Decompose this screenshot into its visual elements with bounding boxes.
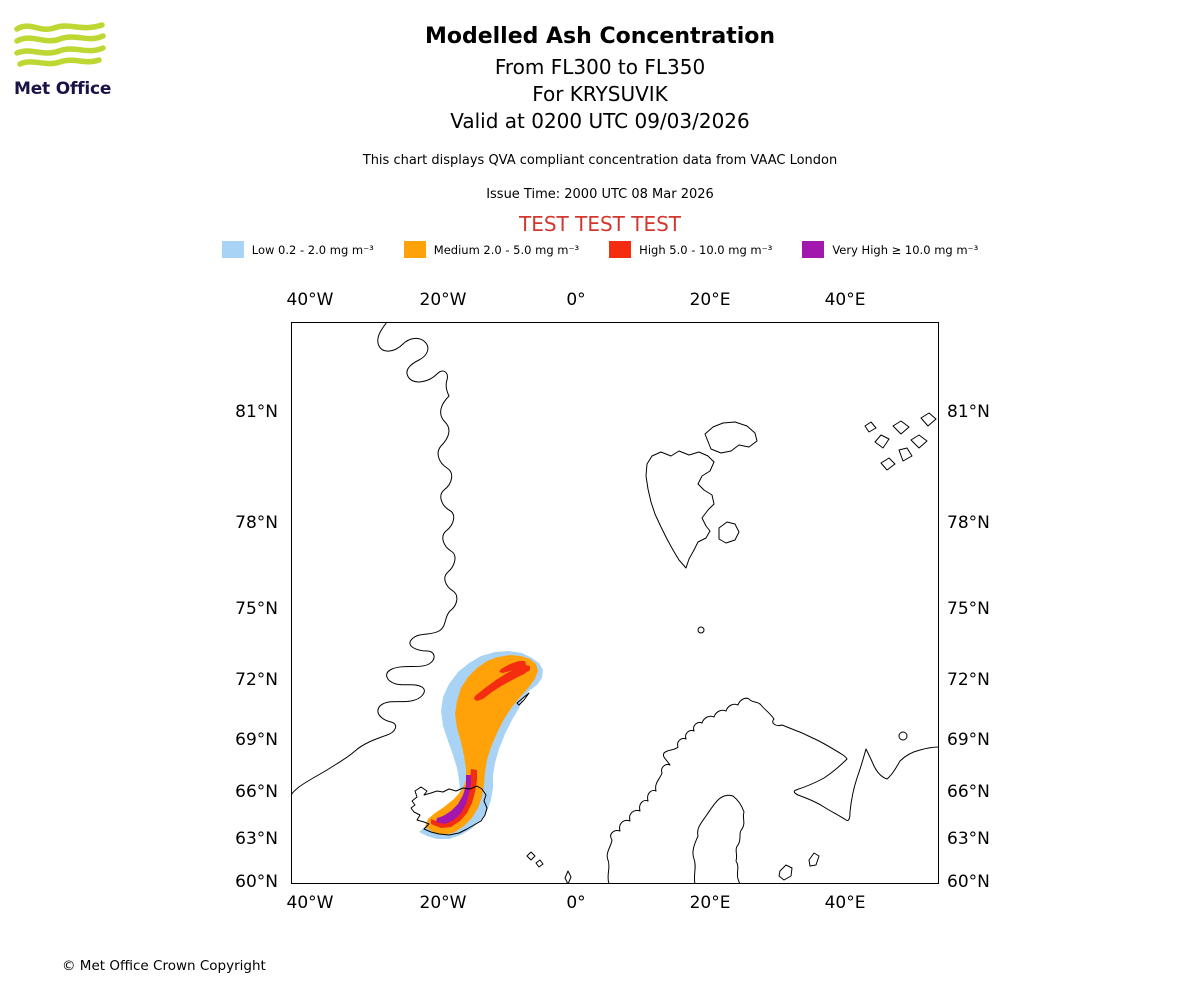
legend-item-low: Low 0.2 - 2.0 mg m⁻³ — [221, 241, 374, 258]
legend-item-medium: Medium 2.0 - 5.0 mg m⁻³ — [403, 241, 580, 258]
plume-very-high-streak — [436, 775, 471, 824]
lat-label-left-75n: 75°N — [235, 599, 278, 619]
coastline-svalbard-edgeoya — [718, 521, 740, 544]
coastline-greenland — [291, 322, 458, 797]
coastline-svalbard-spitsbergen — [645, 450, 715, 569]
lon-label-top-40e: 40°E — [824, 290, 866, 310]
coastline-bear-island — [697, 626, 705, 634]
footer-copyright: © Met Office Crown Copyright — [62, 958, 266, 974]
lat-label-right-78n: 78°N — [947, 513, 990, 533]
test-banner: TEST TEST TEST — [518, 212, 681, 236]
legend-label-very-high: Very High ≥ 10.0 mg m⁻³ — [832, 242, 979, 257]
coastline-kolguev-island — [898, 731, 908, 741]
lon-label-bottom-40w: 40°W — [286, 893, 334, 913]
logo-wordmark: Met Office — [14, 79, 112, 99]
lat-label-right-69n: 69°N — [947, 730, 990, 750]
lon-label-top-0: 0° — [566, 290, 586, 310]
lon-label-bottom-40e: 40°E — [824, 893, 866, 913]
lon-label-bottom-0: 0° — [566, 893, 586, 913]
issue-time: Issue Time: 2000 UTC 08 Mar 2026 — [486, 187, 714, 202]
lat-label-left-78n: 78°N — [235, 513, 278, 533]
map-canvas — [291, 322, 939, 884]
coastline-svalbard-nordaustlandet — [704, 421, 758, 454]
coastline-faroe-islands — [526, 851, 544, 868]
legend-swatch-high — [609, 241, 632, 258]
lake-onega — [808, 852, 820, 867]
title-block: Modelled Ash Concentration From FL300 to… — [0, 24, 1200, 236]
coastline-iceland — [410, 785, 488, 836]
lon-label-bottom-20e: 20°E — [689, 893, 731, 913]
legend-item-high: High 5.0 - 10.0 mg m⁻³ — [609, 241, 772, 258]
lat-label-left-81n: 81°N — [235, 402, 278, 422]
lat-label-right-75n: 75°N — [947, 599, 990, 619]
qva-compliance-note: This chart displays QVA compliant concen… — [362, 153, 838, 168]
plume-high-streak-head-2 — [499, 661, 526, 673]
lat-label-left-60n: 60°N — [235, 872, 278, 892]
lon-label-top-20e: 20°E — [689, 290, 731, 310]
lat-label-right-60n: 60°N — [947, 872, 990, 892]
coastline-franz-josef-land — [864, 412, 937, 471]
chart-title: Modelled Ash Concentration — [424, 24, 776, 49]
legend-swatch-very-high — [802, 241, 825, 258]
lake-ladoga — [778, 864, 793, 881]
lat-label-right-66n: 66°N — [947, 782, 990, 802]
lat-label-left-63n: 63°N — [235, 829, 278, 849]
map-frame — [291, 322, 939, 884]
chart-subtitle-flight-levels: From FL300 to FL350 — [494, 55, 706, 79]
logo-waves-icon — [14, 22, 106, 67]
lat-label-right-81n: 81°N — [947, 402, 990, 422]
chart-subtitle-volcano: For KRYSUVIK — [532, 82, 668, 106]
plume-high-streak-tail — [431, 769, 477, 828]
legend-swatch-very-high-rect — [802, 241, 825, 258]
lon-label-top-20w: 20°W — [419, 290, 467, 310]
legend-swatch-low-rect — [221, 241, 244, 258]
lat-label-left-72n: 72°N — [235, 670, 278, 690]
lon-label-top-40w: 40°W — [286, 290, 334, 310]
met-office-logo: Met Office — [14, 20, 134, 99]
legend: Low 0.2 - 2.0 mg m⁻³ Medium 2.0 - 5.0 mg… — [0, 241, 1200, 258]
chart-subtitle-valid-time: Valid at 0200 UTC 09/03/2026 — [450, 109, 750, 133]
legend-label-low: Low 0.2 - 2.0 mg m⁻³ — [251, 242, 374, 257]
coastline-jan-mayen — [516, 692, 530, 706]
coastline-scandinavia-russia — [606, 697, 939, 884]
legend-label-high: High 5.0 - 10.0 mg m⁻³ — [639, 242, 773, 257]
plume-medium-region — [425, 655, 538, 835]
lat-label-left-69n: 69°N — [235, 730, 278, 750]
lon-label-bottom-20w: 20°W — [419, 893, 467, 913]
lat-label-left-66n: 66°N — [235, 782, 278, 802]
coastline-gulf-of-bothnia — [692, 794, 745, 884]
legend-swatch-medium-rect — [403, 241, 426, 258]
lat-label-right-63n: 63°N — [947, 829, 990, 849]
plume-high-streak-head-1 — [474, 665, 530, 701]
coastline-shetland — [564, 870, 572, 884]
legend-swatch-medium — [403, 241, 426, 258]
legend-swatch-high-rect — [609, 241, 632, 258]
legend-label-medium: Medium 2.0 - 5.0 mg m⁻³ — [433, 242, 580, 257]
legend-swatch-low — [221, 241, 244, 258]
lat-label-right-72n: 72°N — [947, 670, 990, 690]
legend-item-very-high: Very High ≥ 10.0 mg m⁻³ — [802, 241, 978, 258]
